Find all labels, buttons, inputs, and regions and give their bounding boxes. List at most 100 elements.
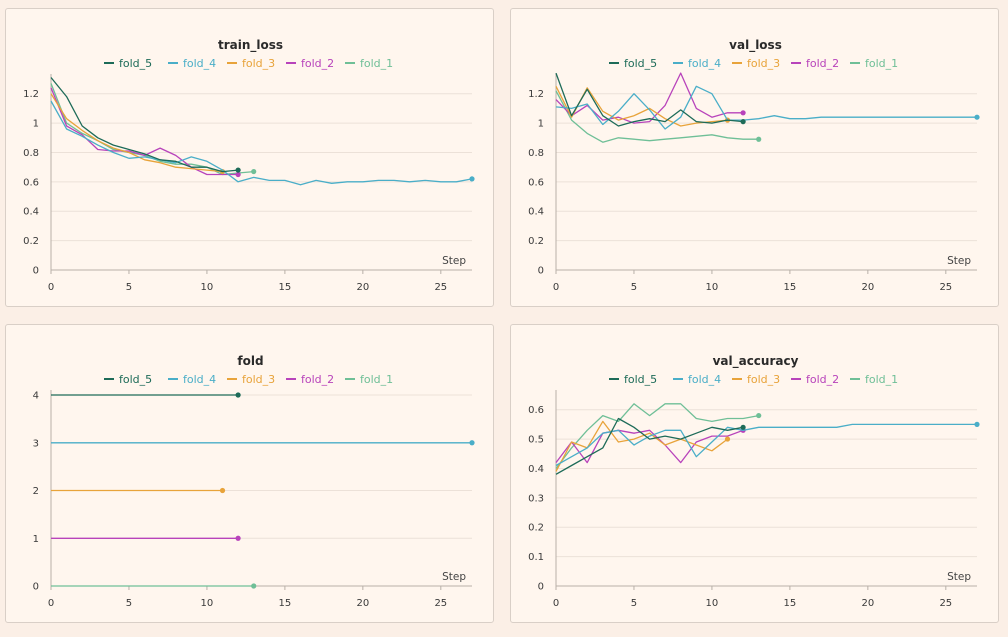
legend-item-fold-1[interactable]: fold_1	[345, 373, 393, 386]
legend-item-fold-3[interactable]: fold_3	[732, 373, 780, 386]
x-tick-label: 15	[784, 598, 797, 609]
legend-item-fold-2[interactable]: fold_2	[286, 373, 334, 386]
y-tick-label: 0	[33, 582, 39, 593]
legend-item-fold-1[interactable]: fold_1	[345, 57, 393, 70]
chart-title: val_accuracy	[713, 354, 799, 369]
series-end-point-fold-4[interactable]	[469, 440, 475, 446]
x-tick-label: 10	[706, 282, 719, 293]
series-line-fold-5[interactable]	[50, 77, 239, 173]
x-tick-label: 0	[553, 598, 559, 609]
y-tick-label: 0.4	[528, 207, 544, 218]
y-tick-label: 0.1	[528, 552, 544, 563]
series-end-point-fold-5[interactable]	[235, 392, 241, 398]
y-tick-label: 0.2	[528, 523, 544, 534]
legend-label: fold_2	[301, 57, 334, 70]
legend-item-fold-1[interactable]: fold_1	[850, 373, 898, 386]
series-end-point-fold-1[interactable]	[251, 583, 257, 589]
y-tick-label: 3	[33, 438, 39, 449]
series-end-point-fold-5[interactable]	[235, 167, 241, 173]
y-tick-label: 0.4	[23, 207, 39, 218]
series-end-point-fold-2[interactable]	[235, 535, 241, 541]
series-line-fold-2[interactable]	[50, 87, 239, 176]
y-tick-label: 1	[538, 119, 544, 130]
legend-item-fold-2[interactable]: fold_2	[791, 57, 839, 70]
y-tick-label: 0	[538, 582, 544, 593]
y-tick-label: 4	[33, 391, 39, 402]
x-tick-label: 5	[631, 598, 637, 609]
legend-item-fold-5[interactable]: fold_5	[104, 57, 152, 70]
series-line-fold-4[interactable]	[555, 423, 977, 467]
series-end-point-fold-4[interactable]	[974, 421, 980, 427]
y-tick-label: 0.6	[528, 405, 544, 416]
y-tick-label: 0.6	[528, 177, 544, 188]
x-tick-label: 5	[631, 282, 637, 293]
x-axis-label: Step	[442, 571, 466, 583]
y-tick-label: 2	[33, 486, 39, 497]
x-tick-label: 10	[201, 598, 214, 609]
series-end-point-fold-1[interactable]	[756, 412, 762, 419]
legend-label: fold_2	[806, 57, 839, 70]
y-tick-label: 1	[33, 119, 39, 130]
x-tick-label: 10	[706, 598, 719, 609]
chart-title: train_loss	[218, 38, 283, 53]
legend-item-fold-5[interactable]: fold_5	[104, 373, 152, 386]
series-line-fold-4[interactable]	[50, 100, 473, 186]
series-line-fold-1[interactable]	[555, 90, 759, 143]
chart-title: fold	[237, 354, 263, 368]
series-line-fold-1[interactable]	[555, 403, 759, 469]
x-tick-label: 25	[939, 282, 952, 293]
series-end-point-fold-3[interactable]	[219, 487, 226, 494]
x-axis-label: Step	[442, 255, 466, 267]
series-end-point-fold-2[interactable]	[235, 171, 241, 178]
legend-item-fold-4[interactable]: fold_4	[673, 57, 721, 70]
y-tick-label: 0.6	[23, 177, 39, 188]
legend-label: fold_5	[119, 57, 152, 70]
chart-panel-val-loss[interactable]: val_loss fold_5 fold_4 fold_3 fold_2 fold_1 0 0…	[510, 8, 999, 307]
series-end-point-fold-3[interactable]	[724, 436, 731, 442]
series-line-fold-5[interactable]	[555, 72, 744, 127]
x-tick-label: 25	[939, 598, 952, 609]
legend-label: fold_4	[183, 373, 216, 386]
series-end-point-fold-4[interactable]	[469, 176, 475, 182]
x-tick-label: 5	[126, 282, 132, 293]
y-tick-label: 0.8	[528, 148, 544, 159]
legend-item-fold-3[interactable]: fold_3	[732, 57, 780, 70]
legend-item-fold-5[interactable]: fold_5	[609, 373, 657, 386]
chart-panel-train-loss[interactable]: train_loss fold_5 fold_4 fold_3 fold_2 fold_1…	[5, 8, 494, 307]
series-end-point-fold-5[interactable]	[740, 119, 746, 125]
chart-panel-fold[interactable]: fold fold_5 fold_4 fold_3 fold_2 fold_1 0 1 2 3 4 0…	[5, 324, 494, 623]
series-end-point-fold-5[interactable]	[740, 424, 746, 430]
legend-label: fold_5	[119, 373, 152, 386]
series-line-fold-3[interactable]	[555, 420, 728, 472]
series-line-fold-2[interactable]	[555, 72, 744, 124]
legend-item-fold-2[interactable]: fold_2	[286, 57, 334, 70]
legend-label: fold_1	[360, 57, 393, 70]
series-line-fold-3[interactable]	[50, 93, 223, 173]
x-tick-label: 5	[126, 598, 132, 609]
y-tick-label: 0.2	[23, 236, 39, 247]
series-end-point-fold-4[interactable]	[974, 114, 980, 120]
y-tick-label: 0.3	[528, 493, 544, 504]
series-line-fold-5[interactable]	[555, 417, 744, 475]
series-end-point-fold-1[interactable]	[251, 168, 257, 175]
legend-item-fold-5[interactable]: fold_5	[609, 57, 657, 70]
legend-item-fold-3[interactable]: fold_3	[227, 373, 275, 386]
series-line-fold-4[interactable]	[555, 85, 977, 130]
y-tick-label: 0	[538, 266, 544, 277]
legend-label: fold_2	[806, 373, 839, 386]
legend-item-fold-1[interactable]: fold_1	[850, 57, 898, 70]
legend-item-fold-4[interactable]: fold_4	[168, 373, 216, 386]
legend-item-fold-4[interactable]: fold_4	[168, 57, 216, 70]
series-end-point-fold-1[interactable]	[756, 136, 762, 142]
series-line-fold-2[interactable]	[555, 429, 744, 464]
chart-panel-val-accuracy[interactable]: val_accuracy fold_5 fold_4 fold_3 fold_2 fold…	[510, 324, 999, 623]
y-tick-label: 1.2	[528, 89, 544, 100]
x-tick-label: 15	[784, 282, 797, 293]
series-end-point-fold-2[interactable]	[740, 110, 746, 116]
chart-svg: val_accuracy fold_5 fold_4 fold_3 fold_2 fold…	[528, 354, 980, 609]
legend-item-fold-2[interactable]: fold_2	[791, 373, 839, 386]
legend-item-fold-3[interactable]: fold_3	[227, 57, 275, 70]
legend-item-fold-4[interactable]: fold_4	[673, 373, 721, 386]
x-axis-label: Step	[947, 571, 971, 583]
